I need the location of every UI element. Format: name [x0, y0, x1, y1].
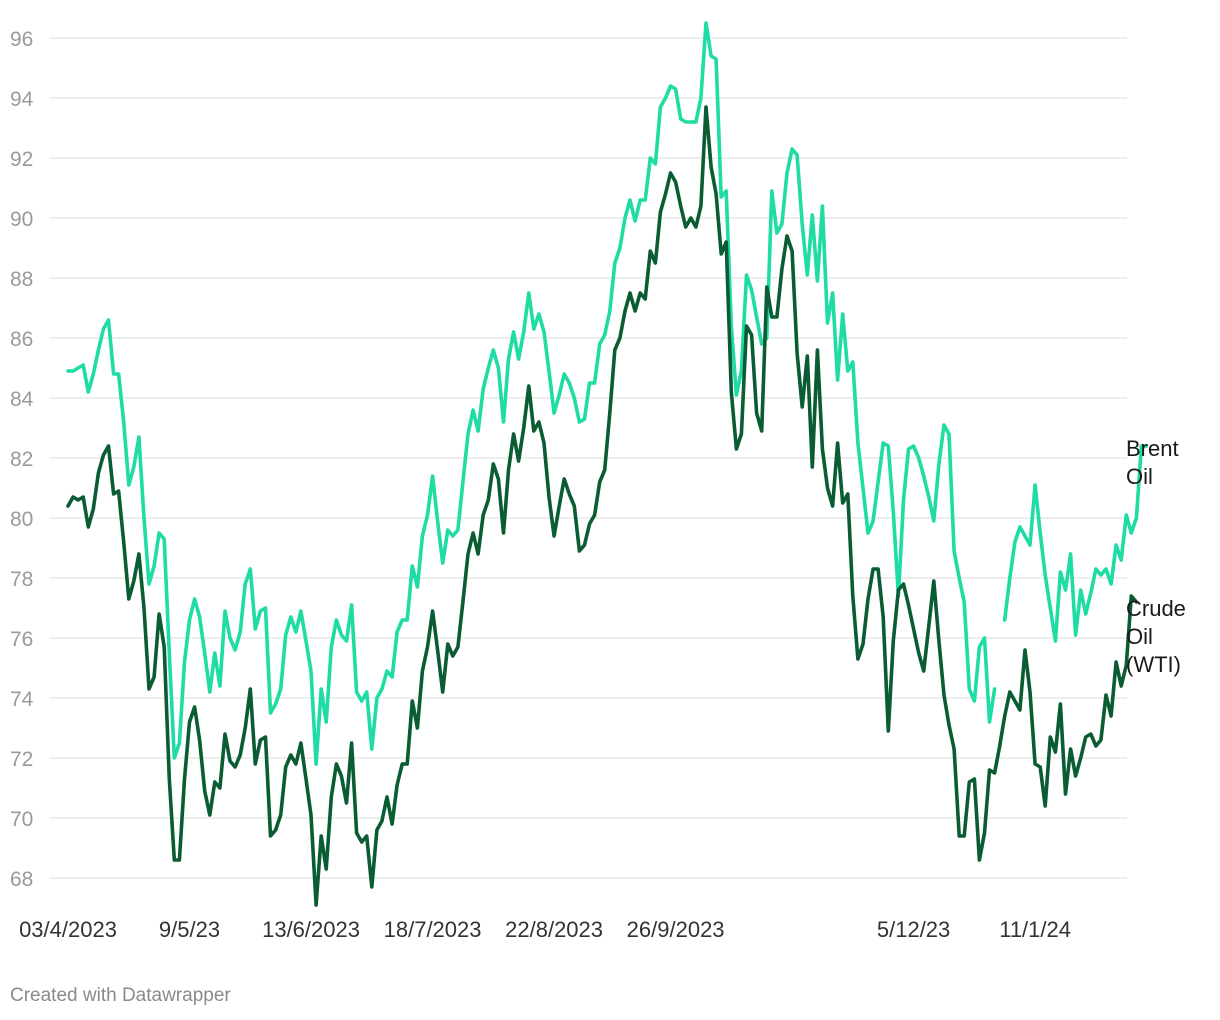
credit-text: Created with Datawrapper [10, 985, 231, 1006]
y-tick-label: 78 [10, 568, 33, 591]
y-axis-ticks: 68 70 72 74 76 78 80 82 84 86 88 90 92 94 96 [10, 28, 34, 891]
y-tick-label: 96 [10, 28, 33, 51]
line-chart: 68 70 72 74 76 78 80 82 84 86 88 90 92 94 96 03/4/2023… [10, 21, 1186, 942]
x-tick-label: 03/4/2023 [19, 917, 117, 942]
y-tick-label: 72 [10, 748, 33, 771]
x-tick-label: 18/7/2023 [384, 917, 482, 942]
x-axis-ticks: 03/4/2023 9/5/23 13/6/2023 18/7/2023 22/8/20… [19, 917, 1071, 942]
y-tick-label: 70 [10, 808, 33, 831]
series-line-brent [66, 21, 1149, 766]
series-label-wti: (WTI) [1126, 652, 1181, 677]
y-tick-label: 74 [10, 688, 34, 711]
y-tick-label: 90 [10, 208, 33, 231]
y-tick-label: 86 [10, 328, 33, 351]
y-tick-label: 68 [10, 868, 33, 891]
series-lines [66, 21, 1149, 907]
x-tick-label: 9/5/23 [159, 917, 220, 942]
series-label-wti: Crude [1126, 596, 1186, 621]
series-label-wti: Oil [1126, 624, 1153, 649]
series-line-wti [66, 105, 1139, 907]
y-tick-label: 94 [10, 88, 34, 111]
y-tick-label: 84 [10, 388, 34, 411]
series-labels: Brent Oil Crude Oil (WTI) [1126, 436, 1186, 677]
y-tick-label: 88 [10, 268, 33, 291]
x-tick-label: 26/9/2023 [627, 917, 725, 942]
series-label-brent: Oil [1126, 464, 1153, 489]
x-tick-label: 11/1/24 [999, 917, 1071, 942]
grid-lines [50, 37, 1127, 879]
y-tick-label: 92 [10, 148, 33, 171]
y-tick-label: 76 [10, 628, 33, 651]
y-tick-label: 80 [10, 508, 33, 531]
series-label-brent: Brent [1126, 436, 1179, 461]
x-tick-label: 5/12/23 [877, 917, 950, 942]
x-tick-label: 13/6/2023 [262, 917, 360, 942]
y-tick-label: 82 [10, 448, 33, 471]
x-tick-label: 22/8/2023 [505, 917, 603, 942]
